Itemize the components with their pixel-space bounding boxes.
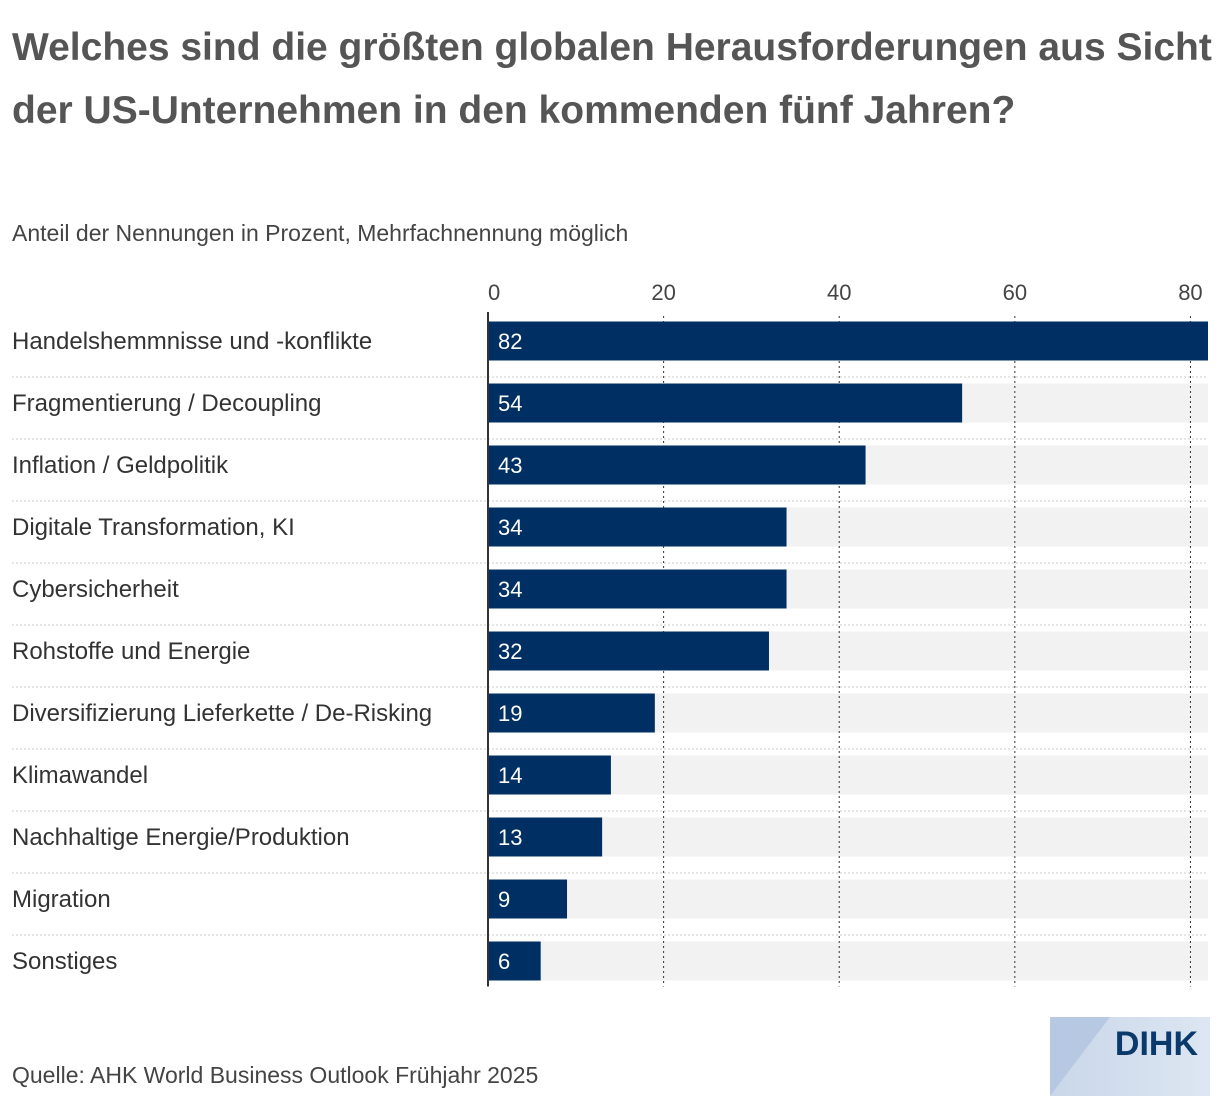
source-note: Quelle: AHK World Business Outlook Frühj…	[12, 1062, 539, 1088]
logo-text: DIHK	[1114, 1025, 1198, 1063]
x-tick-label: 80	[1178, 280, 1202, 305]
data-label: 54	[498, 391, 522, 416]
data-label: 82	[498, 329, 522, 354]
data-label: 9	[498, 887, 510, 912]
data-label: 43	[498, 453, 522, 478]
x-tick-label: 20	[651, 280, 675, 305]
category-label: Klimawandel	[12, 762, 148, 789]
bar	[488, 693, 655, 733]
category-label: Digitale Transformation, KI	[12, 514, 295, 541]
category-label: Sonstiges	[12, 948, 117, 975]
data-label: 19	[498, 701, 522, 726]
chart-subtitle: Anteil der Nennungen in Prozent, Mehrfac…	[12, 220, 629, 246]
bar	[488, 879, 568, 919]
dihk-logo: DIHK	[1050, 1017, 1210, 1096]
bar	[488, 569, 787, 609]
bar	[488, 941, 541, 981]
bar-chart: 0 20 40 60 80 Handelshemmnisse und -konflikte…	[12, 280, 1208, 987]
data-label: 34	[498, 577, 522, 602]
chart-title: Welches sind die größten globalen Heraus…	[12, 26, 1212, 132]
bar	[488, 755, 611, 795]
bar	[488, 445, 866, 485]
category-label: Nachhaltige Energie/Produktion	[12, 824, 350, 851]
bar-track	[488, 817, 1208, 857]
bar-track	[488, 879, 1208, 919]
x-tick-label: 60	[1003, 280, 1027, 305]
x-tick-label: 40	[827, 280, 851, 305]
data-label: 6	[498, 949, 510, 974]
bar	[488, 507, 787, 547]
data-label: 14	[498, 763, 522, 788]
logo-background	[1050, 1017, 1210, 1096]
category-label: Cybersicherheit	[12, 576, 179, 603]
x-tick-label: 0	[488, 280, 500, 305]
category-label: Rohstoffe und Energie	[12, 638, 250, 665]
category-label: Handelshemmnisse und -konflikte	[12, 328, 372, 355]
bar	[488, 383, 963, 423]
bar	[488, 321, 1208, 361]
category-label: Fragmentierung / Decoupling	[12, 390, 322, 417]
category-label: Inflation / Geldpolitik	[12, 452, 229, 479]
data-label: 13	[498, 825, 522, 850]
category-label: Migration	[12, 886, 111, 913]
bar-track	[488, 941, 1208, 981]
data-label: 32	[498, 639, 522, 664]
bar	[488, 631, 769, 671]
bar	[488, 817, 603, 857]
category-label: Diversifizierung Lieferkette / De-Riskin…	[12, 700, 432, 727]
data-label: 34	[498, 515, 522, 540]
